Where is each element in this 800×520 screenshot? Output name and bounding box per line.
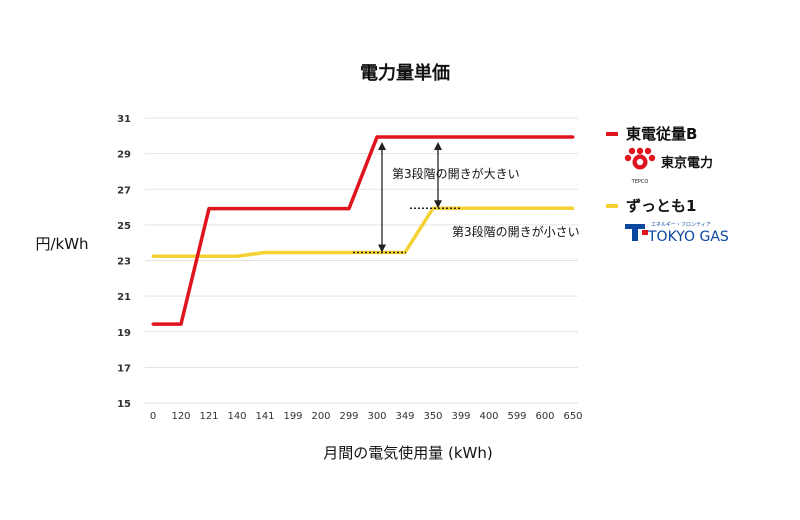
x-tick-label: 120 [171,411,190,422]
y-tick-label: 19 [117,328,131,339]
tepco-logo-sub: TEPCO [631,179,649,185]
x-tick-label: 350 [423,411,442,422]
data-point [515,135,519,139]
x-tick-label: 299 [339,411,358,422]
data-point [347,250,351,254]
arrow-head-down-icon [378,244,386,253]
x-tick-label: 599 [507,411,526,422]
data-point [403,135,407,139]
y-tick-label: 15 [117,399,131,410]
arrow-head-up-icon [434,142,442,151]
x-tick-label: 650 [563,411,582,422]
data-point [487,206,491,210]
data-point [431,135,435,139]
series-line-0 [153,135,573,326]
x-tick-label: 600 [535,411,554,422]
data-point [179,254,183,258]
data-point [431,206,435,210]
x-tick-label: 0 [150,411,156,422]
tepco-logo-text: 東京電力 [661,155,713,171]
legend-label: ずっとも1 [626,197,696,215]
x-tick-labels: 0 120 121 140 141 199 200 299 300 349 350 399 400 599… [150,411,583,422]
data-point [347,207,351,211]
data-point [151,322,155,326]
x-tick-label: 141 [255,411,274,422]
y-tick-labels: 15 17 19 21 23 25 27 29 31 [117,114,131,410]
x-tick-label: 199 [283,411,302,422]
data-point [291,207,295,211]
data-point [571,135,575,139]
y-tick-label: 21 [117,292,131,303]
arrow-head-up-icon [378,142,386,151]
data-point [263,250,267,254]
x-tick-label: 140 [227,411,246,422]
data-point [543,206,547,210]
data-point [487,135,491,139]
data-point [207,254,211,258]
x-tick-label: 349 [395,411,414,422]
annotation-text: 第3段階の開きが小さい [452,224,580,239]
y-tick-label: 17 [117,363,131,374]
legend: 東電従量B ずっとも1 [606,125,697,215]
x-axis-label: 月間の電気使用量 (kWh) [323,444,493,462]
legend-label: 東電従量B [626,125,697,143]
tokyo-gas-logo-sub: エネルギー・フロンティア [651,222,711,228]
data-point [319,250,323,254]
data-point [179,322,183,326]
data-point [571,206,575,210]
tepco-emblem-icon: TEPCO [624,147,656,185]
tokyo-gas-logo-text: TOKYO GAS [647,229,729,245]
x-tick-label: 399 [451,411,470,422]
data-point [319,207,323,211]
annotation-text: 第3段階の開きが大きい [392,166,520,181]
x-tick-label: 300 [367,411,386,422]
x-tick-label: 121 [199,411,218,422]
y-tick-label: 27 [117,185,131,196]
data-point [235,207,239,211]
data-point [375,135,379,139]
data-point [235,254,239,258]
tokyo-gas-emblem-icon [625,224,648,241]
y-tick-label: 31 [117,114,131,125]
data-point [543,135,547,139]
y-axis-label: 円/kWh [35,235,88,253]
grid-lines [145,117,578,404]
y-tick-label: 29 [117,150,131,161]
data-point [207,207,211,211]
y-tick-label: 25 [117,221,131,232]
chart-title: 電力量単価 [360,62,450,84]
x-tick-label: 200 [311,411,330,422]
x-tick-label: 400 [479,411,498,422]
data-point [263,207,267,211]
arrow-head-down-icon [434,200,442,209]
data-point [459,206,463,210]
data-point [151,254,155,258]
data-point [291,250,295,254]
tepco-logo: TEPCO 東京電力 [624,147,713,185]
data-point [515,206,519,210]
tokyo-gas-logo: エネルギー・フロンティア TOKYO GAS [625,222,729,245]
y-tick-label: 23 [117,257,131,268]
data-point [459,135,463,139]
